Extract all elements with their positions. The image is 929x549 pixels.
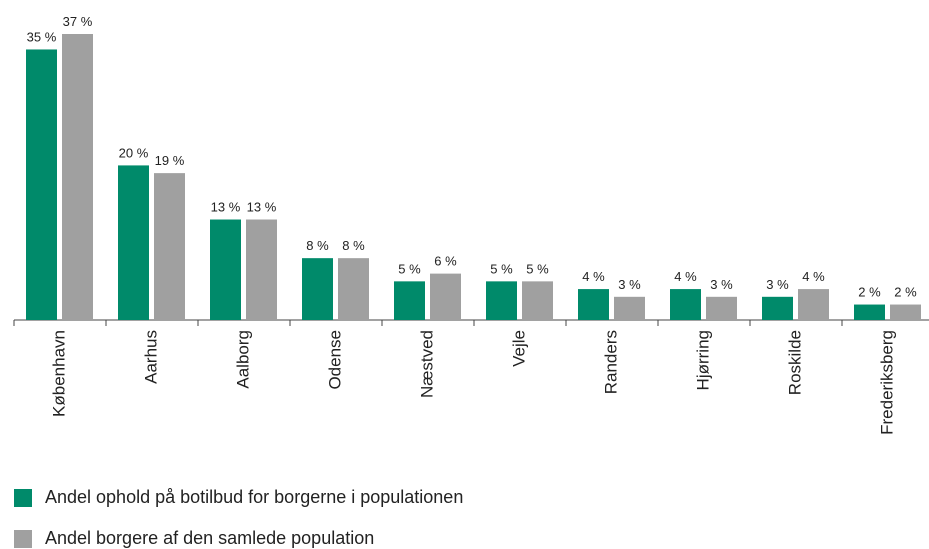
value-label: 3 %: [710, 277, 733, 292]
value-label: 8 %: [306, 238, 329, 253]
legend-swatch: [14, 530, 32, 548]
value-label: 6 %: [434, 254, 457, 269]
x-tick-label: Vejle: [509, 330, 528, 367]
value-label: 13 %: [211, 200, 241, 215]
value-label: 13 %: [247, 200, 277, 215]
value-label: 5 %: [526, 261, 549, 276]
value-label: 35 %: [27, 29, 57, 44]
value-label: 3 %: [766, 277, 789, 292]
bar: [430, 273, 461, 320]
value-label: 19 %: [155, 153, 185, 168]
bar: [798, 289, 829, 320]
bar: [210, 219, 241, 320]
bar: [302, 258, 333, 320]
legend-label: Andel borgere af den samlede population: [45, 528, 374, 548]
bar: [118, 165, 149, 320]
value-label: 2 %: [894, 285, 917, 300]
bar: [338, 258, 369, 320]
bar: [26, 49, 57, 320]
bar: [246, 219, 277, 320]
value-label: 2 %: [858, 285, 881, 300]
x-tick-label: Odense: [325, 330, 344, 390]
value-label: 4 %: [802, 269, 825, 284]
bar: [706, 296, 737, 320]
x-tick-label: Hjørring: [693, 330, 712, 390]
bar: [670, 289, 701, 320]
x-tick-label: Frederiksberg: [877, 330, 896, 435]
value-label: 20 %: [119, 145, 149, 160]
bar: [486, 281, 517, 320]
bar: [854, 304, 885, 320]
value-label: 5 %: [398, 261, 421, 276]
bar: [762, 296, 793, 320]
value-label: 4 %: [674, 269, 697, 284]
x-tick-label: Næstved: [417, 330, 436, 398]
value-label: 3 %: [618, 277, 641, 292]
bar: [154, 173, 185, 320]
value-label: 8 %: [342, 238, 365, 253]
x-tick-label: Randers: [601, 330, 620, 394]
legend-label: Andel ophold på botilbud for borgerne i …: [45, 487, 463, 507]
value-label: 5 %: [490, 261, 513, 276]
bar: [614, 296, 645, 320]
bar: [522, 281, 553, 320]
bar: [394, 281, 425, 320]
x-tick-label: Roskilde: [785, 330, 804, 395]
legend-swatch: [14, 489, 32, 507]
value-label: 4 %: [582, 269, 605, 284]
bar: [890, 304, 921, 320]
x-tick-label: Aarhus: [141, 330, 160, 384]
x-tick-label: Aalborg: [233, 330, 252, 389]
value-label: 37 %: [63, 14, 93, 29]
bar: [578, 289, 609, 320]
bar: [62, 34, 93, 320]
x-tick-label: København: [49, 330, 68, 417]
